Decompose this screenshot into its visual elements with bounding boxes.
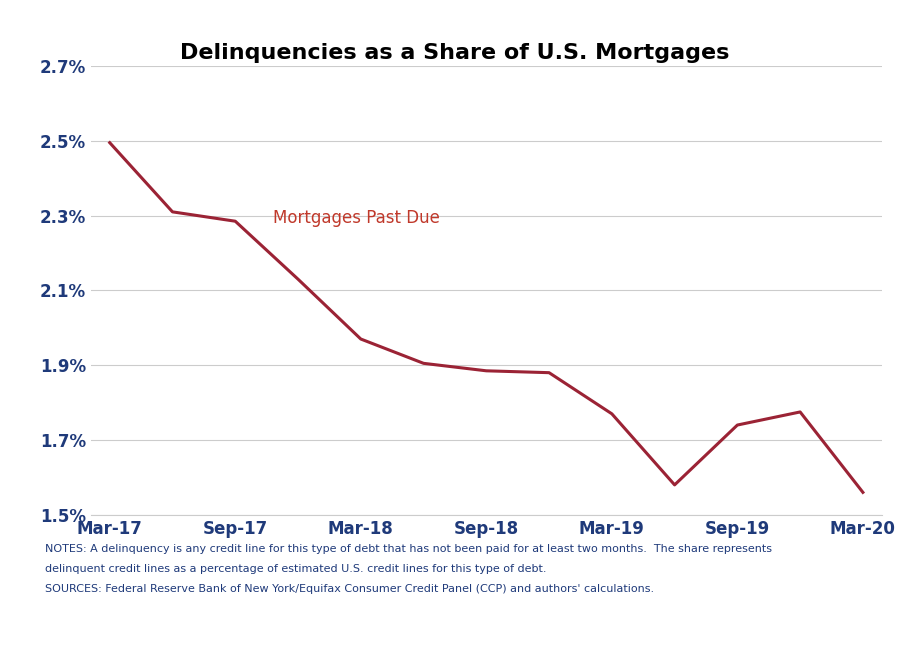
Text: of: of (171, 632, 185, 647)
Text: St. Louis: St. Louis (194, 632, 273, 647)
Text: NOTES: A delinquency is any credit line for this type of debt that has not been : NOTES: A delinquency is any credit line … (45, 544, 773, 554)
Text: delinquent credit lines as a percentage of estimated U.S. credit lines for this : delinquent credit lines as a percentage … (45, 564, 547, 574)
Text: Mortgages Past Due: Mortgages Past Due (273, 209, 440, 227)
Text: SOURCES: Federal Reserve Bank of New York/Equifax Consumer Credit Panel (CCP) an: SOURCES: Federal Reserve Bank of New Yor… (45, 584, 654, 594)
Text: Delinquencies as a Share of U.S. Mortgages: Delinquencies as a Share of U.S. Mortgag… (180, 43, 729, 63)
Text: Federal Reserve Bank: Federal Reserve Bank (16, 632, 209, 647)
